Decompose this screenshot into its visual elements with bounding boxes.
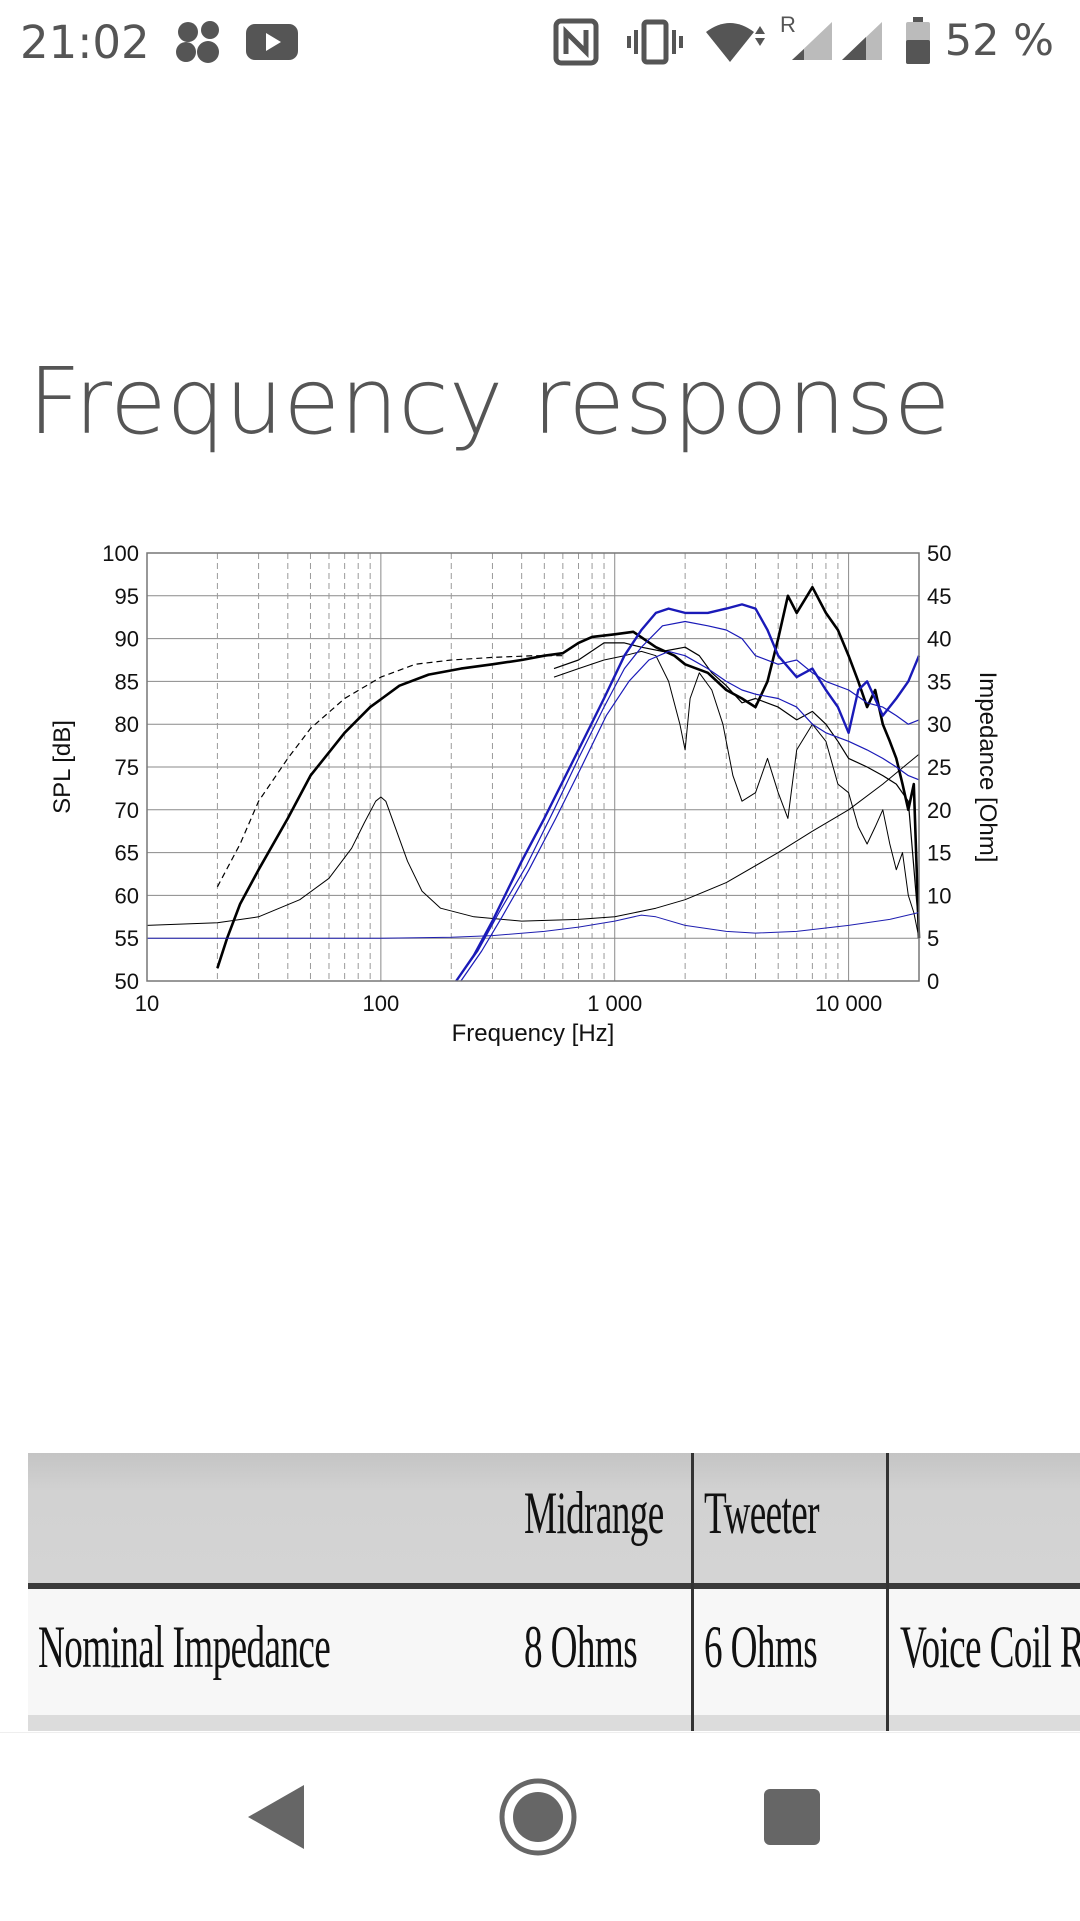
status-bar: 21:02 R [0,0,1080,86]
series-line-3 [553,642,920,930]
y2-tick-label: 45 [927,584,951,609]
row-label-nominal-impedance: Nominal Impedance [38,1614,331,1680]
back-icon [248,1785,304,1849]
y2-tick-label: 0 [927,969,939,994]
recents-button[interactable] [760,1785,824,1854]
y2-axis-label: Impedance [Ohm] [974,672,1001,863]
navigation-bar [0,1732,1080,1921]
y2-tick-label: 20 [927,798,951,823]
y2-tick-label: 15 [927,841,951,866]
roaming-indicator: R [780,12,796,37]
cell-midrange-impedance: 8 Ohms [524,1614,638,1680]
y-axis-label: SPL [dB] [50,720,76,814]
battery-percent: 52 % [944,16,1054,66]
y-tick-label: 80 [115,712,139,737]
table-divider [28,1583,1080,1589]
column-divider [691,1453,694,1731]
dots-app-icon [172,20,228,69]
column-header-midrange: Midrange [524,1480,664,1546]
x-tick-label: 10 000 [815,991,882,1016]
y-tick-label: 75 [115,755,139,780]
y-tick-label: 60 [115,883,139,908]
youtube-icon [244,22,300,67]
y2-tick-label: 10 [927,883,951,908]
signal-icon-2 [840,20,884,67]
recents-icon [764,1789,820,1845]
y-tick-label: 90 [115,627,139,652]
series-line-5 [146,753,920,926]
series-line-2 [216,585,921,969]
y2-tick-label: 25 [927,755,951,780]
y-tick-label: 70 [115,798,139,823]
table-row [28,1589,1080,1715]
y-tick-label: 65 [115,841,139,866]
series-line-9 [460,650,920,982]
frequency-response-chart: 50 55 60 65 70 75 80 85 90 95 100 0 5 10 15 20 25 30 35 40 4… [50,540,1010,1060]
y2-tick-label: 5 [927,926,939,951]
y-tick-label: 85 [115,669,139,694]
plot-frame [146,552,920,982]
vibrate-icon [627,18,683,71]
series-line-4 [553,650,920,939]
x-tick-label: 1 000 [587,991,642,1016]
cell-voice-coil-label: Voice Coil Re [900,1614,1080,1680]
series-line-1 [216,655,563,888]
status-time: 21:02 [20,16,150,69]
signal-icon [790,20,834,67]
table-header-row [28,1453,1080,1583]
table-row-next [28,1715,1080,1731]
y2-tick-label: 40 [927,627,951,652]
wifi-icon [704,20,768,69]
y-tick-label: 55 [115,926,139,951]
y-tick-label: 95 [115,584,139,609]
y2-tick-label: 35 [927,669,951,694]
column-divider [886,1453,889,1731]
y2-tick-label: 30 [927,712,951,737]
cell-tweeter-impedance: 6 Ohms [704,1614,818,1680]
series-line-8 [455,620,920,982]
back-button[interactable] [244,1781,308,1858]
chart-svg: 50 55 60 65 70 75 80 85 90 95 100 0 5 10 15 20 25 30 35 40 4… [50,541,1001,1047]
x-axis-label: Frequency [Hz] [452,1020,615,1047]
series-line-7 [455,603,921,982]
home-icon [499,1778,577,1856]
y-tick-label: 100 [102,541,139,566]
x-tick-label: 100 [363,991,400,1016]
page-title: Frequency response [28,348,951,455]
y2-tick-label: 50 [927,541,951,566]
nfc-icon [553,18,599,71]
home-button[interactable] [496,1775,580,1864]
spec-table: Midrange Tweeter Nominal Impedance 8 Ohm… [28,1453,1080,1731]
series-line-6 [147,912,920,939]
y-tick-label: 50 [115,969,139,994]
battery-icon [904,16,932,71]
column-header-tweeter: Tweeter [704,1480,820,1546]
x-tick-label: 10 [135,991,159,1016]
